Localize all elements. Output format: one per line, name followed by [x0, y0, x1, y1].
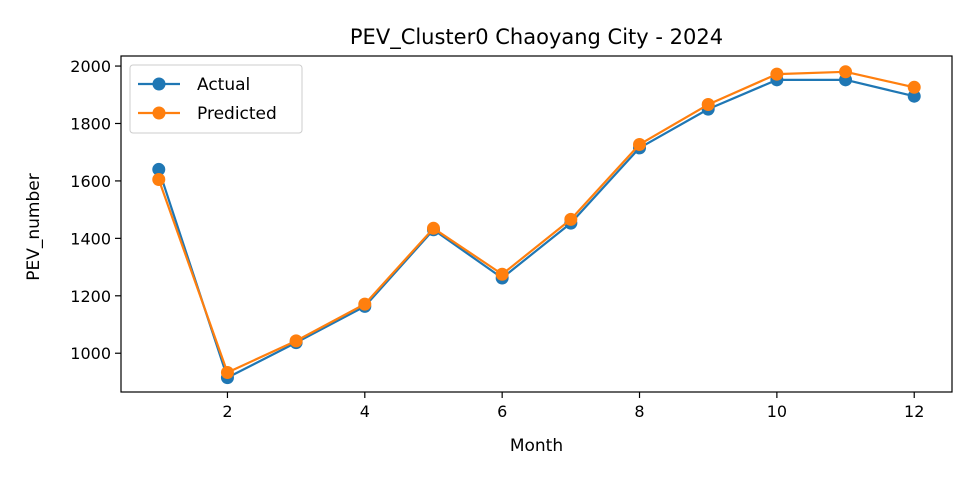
y-tick-label: 1800	[70, 114, 111, 133]
legend-entry-actual: Actual	[138, 75, 250, 95]
y-tick-label: 1600	[70, 172, 111, 191]
x-tick-label: 2	[222, 402, 232, 421]
series-line-predicted	[157, 70, 915, 374]
data-point-predicted	[770, 67, 784, 81]
x-tick-label: 8	[634, 402, 644, 421]
legend-label-actual: Actual	[197, 75, 250, 95]
series-predicted	[152, 65, 921, 379]
y-tick-label: 1000	[70, 344, 111, 363]
y-tick-label: 1200	[70, 287, 111, 306]
x-tick-label: 4	[360, 402, 370, 421]
data-point-predicted	[564, 212, 578, 226]
data-point-predicted	[907, 80, 921, 94]
legend-box	[129, 64, 303, 134]
x-tick-label: 12	[904, 402, 924, 421]
data-point-predicted	[839, 65, 853, 79]
data-point-predicted	[633, 137, 647, 151]
legend-entry-predicted: Predicted	[138, 104, 277, 124]
data-point-predicted	[152, 172, 166, 186]
data-point-predicted	[495, 267, 509, 281]
x-tick-label: 6	[497, 402, 507, 421]
y-tick-label: 2000	[70, 57, 111, 76]
chart-title: PEV_Cluster0 Chaoyang City - 2024	[350, 25, 723, 50]
series-layer	[152, 65, 921, 385]
y-axis: 1000 1200 1400 1600 1800 2000	[70, 57, 121, 363]
x-axis: 2 4 6 8 10 12	[222, 392, 924, 421]
x-tick-label: 10	[767, 402, 787, 421]
legend-label-predicted: Predicted	[197, 104, 277, 124]
data-point-actual	[152, 162, 166, 176]
legend: Actual Predicted	[129, 64, 303, 134]
data-point-actual	[907, 89, 921, 103]
x-axis-label: Month	[510, 436, 563, 456]
data-point-predicted	[701, 98, 715, 112]
data-point-predicted	[289, 334, 303, 348]
legend-marker-predicted	[152, 106, 166, 120]
data-point-predicted	[220, 365, 234, 379]
series-line-actual	[157, 78, 915, 379]
y-tick-label: 1400	[70, 229, 111, 248]
data-point-predicted	[426, 221, 440, 235]
legend-marker-actual	[152, 77, 166, 91]
plot-area	[120, 55, 953, 393]
plot-frame	[120, 55, 953, 393]
data-point-predicted	[358, 297, 372, 311]
y-axis-label: PEV_number	[24, 173, 44, 280]
